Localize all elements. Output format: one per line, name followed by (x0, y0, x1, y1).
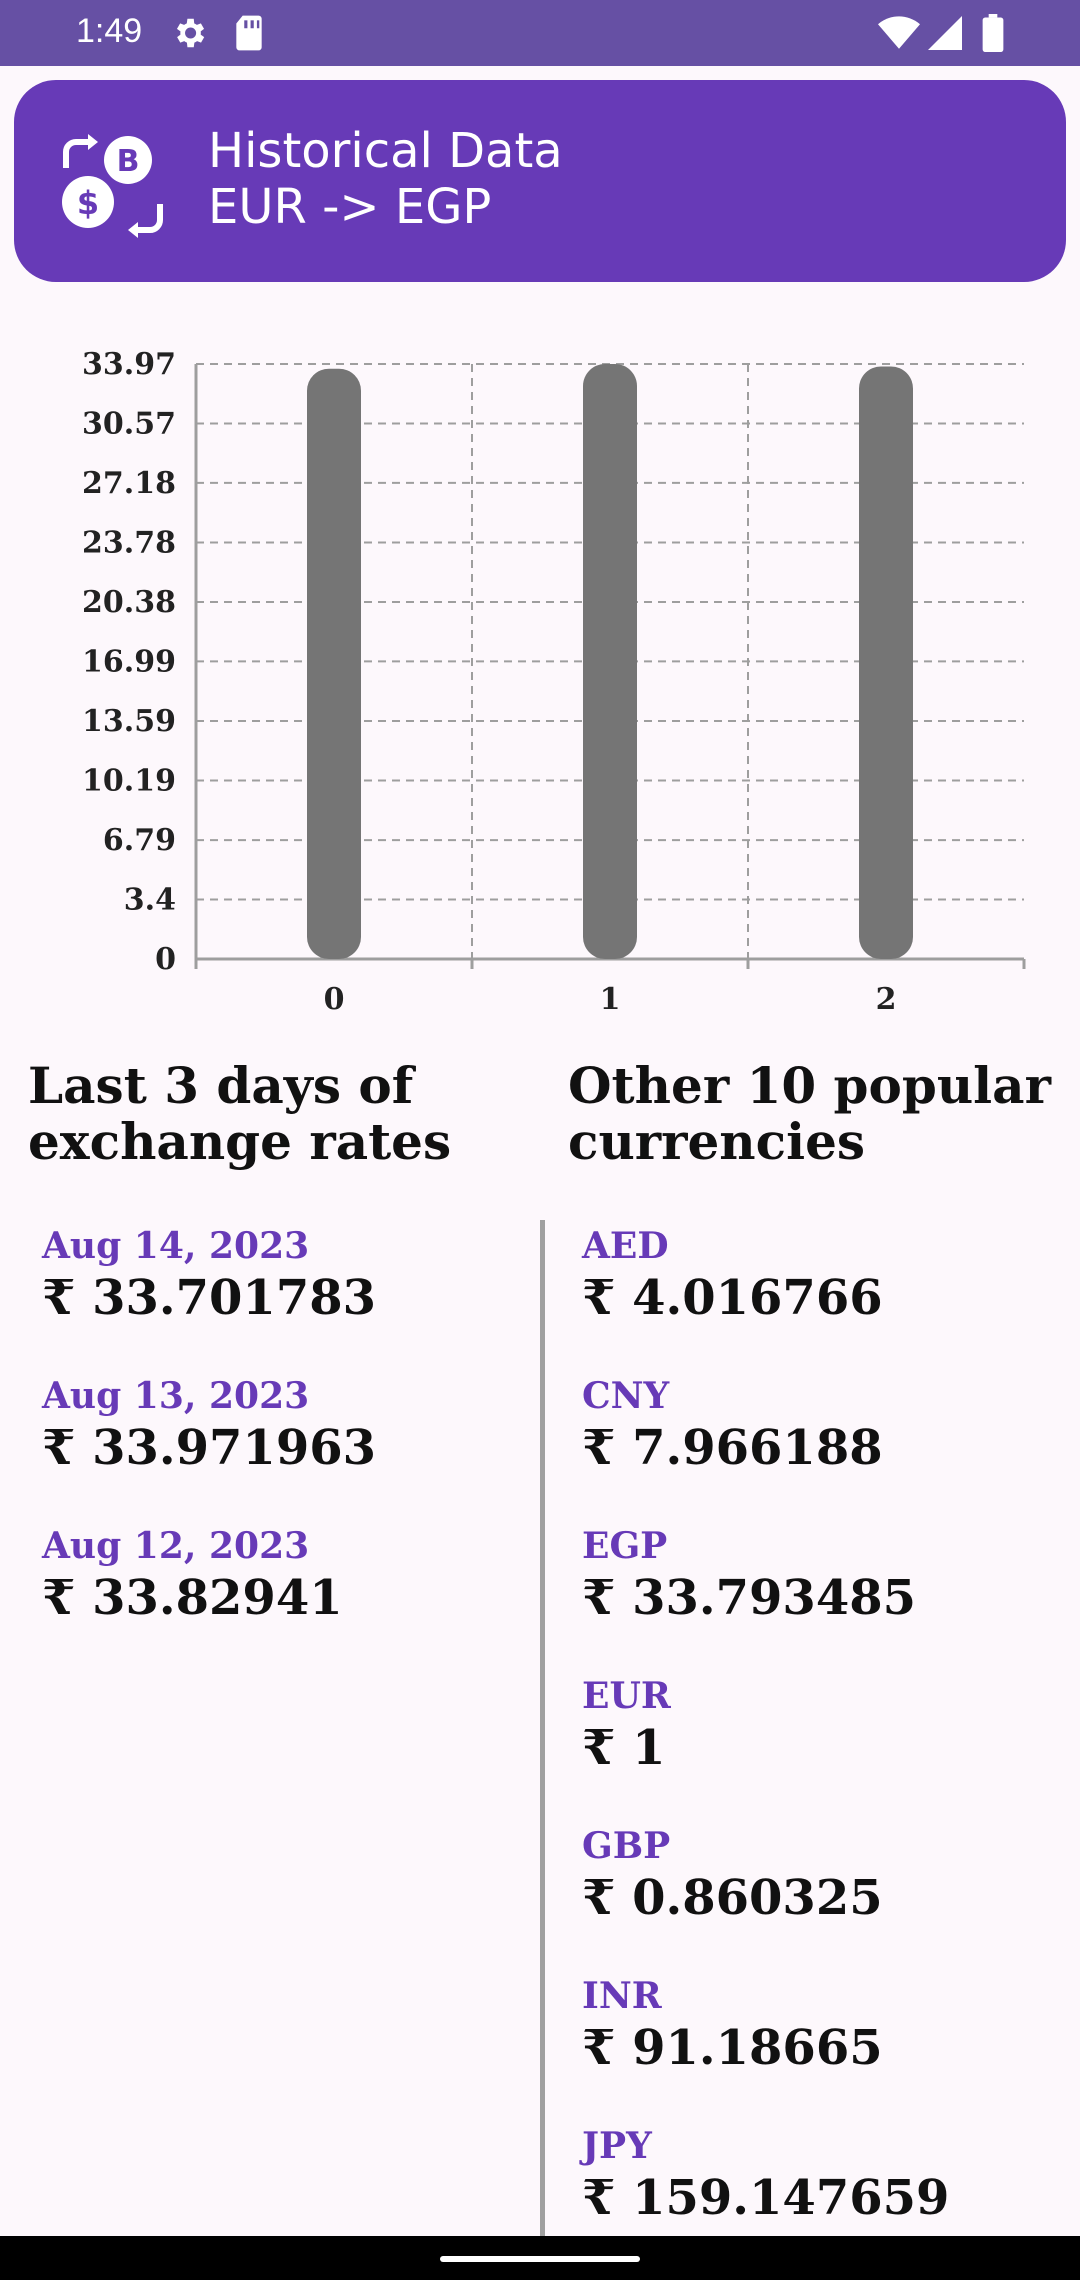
currency-rate: ₹ 4.016766 (582, 1270, 883, 1326)
history-heading: Last 3 days of exchange rates (28, 1058, 451, 1170)
bar-1 (583, 364, 637, 959)
navigation-bar (0, 2236, 1080, 2280)
y-tick-label: 13.59 (82, 704, 176, 739)
list-item[interactable]: AED ₹ 4.016766 (582, 1224, 883, 1328)
list-item[interactable]: Aug 12, 2023 ₹ 33.82941 (42, 1524, 343, 1628)
page-title: Historical Data (208, 123, 563, 179)
currency-rate: ₹ 0.860325 (582, 1870, 883, 1926)
currency-rate: ₹ 1 (582, 1720, 666, 1776)
list-item[interactable]: GBP ₹ 0.860325 (582, 1824, 883, 1928)
currency-code: CNY (582, 1375, 670, 1417)
currency-rate: ₹ 7.966188 (582, 1420, 883, 1476)
list-item[interactable]: Aug 14, 2023 ₹ 33.701783 (42, 1224, 376, 1328)
status-bar: 1:49 (0, 0, 1080, 66)
rate-date: Aug 14, 2023 (42, 1225, 310, 1267)
bar-2 (859, 366, 913, 959)
currency-rate: ₹ 91.18665 (582, 2020, 883, 2076)
list-item[interactable]: Aug 13, 2023 ₹ 33.971963 (42, 1374, 376, 1478)
chart-labels: 0 3.4 6.79 10.19 13.59 16.99 20.38 23.78 27.18 30… (82, 347, 896, 1017)
currency-rate: ₹ 159.147659 (582, 2170, 950, 2226)
header-card: B $ Historical Data EUR -> EGP (14, 80, 1066, 282)
list-item[interactable]: EGP ₹ 33.793485 (582, 1524, 916, 1628)
currency-code: AED (582, 1225, 669, 1267)
home-gesture-handle[interactable] (440, 2256, 640, 2262)
currency-code: JPY (582, 2125, 652, 2167)
history-heading-line2: exchange rates (28, 1112, 452, 1171)
rate-value: ₹ 33.971963 (42, 1420, 377, 1476)
y-tick-label: 23.78 (82, 525, 176, 560)
x-tick-label: 2 (876, 982, 897, 1017)
currency-code: EGP (582, 1525, 668, 1567)
rate-value: ₹ 33.82941 (42, 1570, 343, 1626)
currency-code: GBP (582, 1825, 671, 1867)
popular-heading: Other 10 popular currencies (568, 1058, 1051, 1170)
y-tick-label: 27.18 (82, 466, 176, 501)
currency-code: EUR (582, 1675, 671, 1717)
y-tick-label: 3.4 (124, 882, 176, 917)
y-tick-label: 30.57 (82, 407, 176, 442)
wifi-icon (878, 14, 920, 56)
history-heading-line1: Last 3 days of (28, 1056, 414, 1115)
bar-0 (307, 368, 361, 959)
y-tick-label: 6.79 (103, 823, 176, 858)
list-item[interactable]: CNY ₹ 7.966188 (582, 1374, 883, 1478)
currency-exchange-icon: B $ (52, 124, 176, 248)
y-tick-label: 0 (155, 942, 176, 977)
y-tick-label: 16.99 (82, 644, 176, 679)
y-tick-label: 33.97 (82, 347, 176, 382)
y-tick-label: 10.19 (82, 764, 176, 799)
exchange-rate-bar-chart: 0 3.4 6.79 10.19 13.59 16.99 20.38 23.78 27.18 30… (82, 347, 1026, 1017)
signal-icon (928, 14, 962, 56)
svg-text:$: $ (77, 184, 99, 222)
svg-text:B: B (117, 144, 140, 179)
chart-bars (307, 364, 913, 959)
rate-value: ₹ 33.701783 (42, 1270, 377, 1326)
column-divider (540, 1220, 545, 2236)
list-item[interactable]: JPY ₹ 159.147659 (582, 2124, 949, 2228)
popular-heading-line1: Other 10 popular (568, 1056, 1051, 1115)
rate-date: Aug 12, 2023 (42, 1525, 310, 1567)
currency-rate: ₹ 33.793485 (582, 1570, 917, 1626)
x-tick-label: 1 (600, 982, 621, 1017)
battery-icon (982, 14, 1004, 56)
y-tick-label: 20.38 (82, 585, 176, 620)
currency-code: INR (582, 1975, 662, 2017)
rate-date: Aug 13, 2023 (42, 1375, 310, 1417)
sd-card-icon (232, 14, 266, 56)
gear-icon (170, 14, 208, 56)
currency-pair: EUR -> EGP (208, 179, 492, 235)
status-time: 1:49 (76, 12, 143, 50)
list-item[interactable]: INR ₹ 91.18665 (582, 1974, 883, 2078)
popular-heading-line2: currencies (568, 1112, 866, 1171)
list-item[interactable]: EUR ₹ 1 (582, 1674, 671, 1778)
x-tick-label: 0 (324, 982, 345, 1017)
